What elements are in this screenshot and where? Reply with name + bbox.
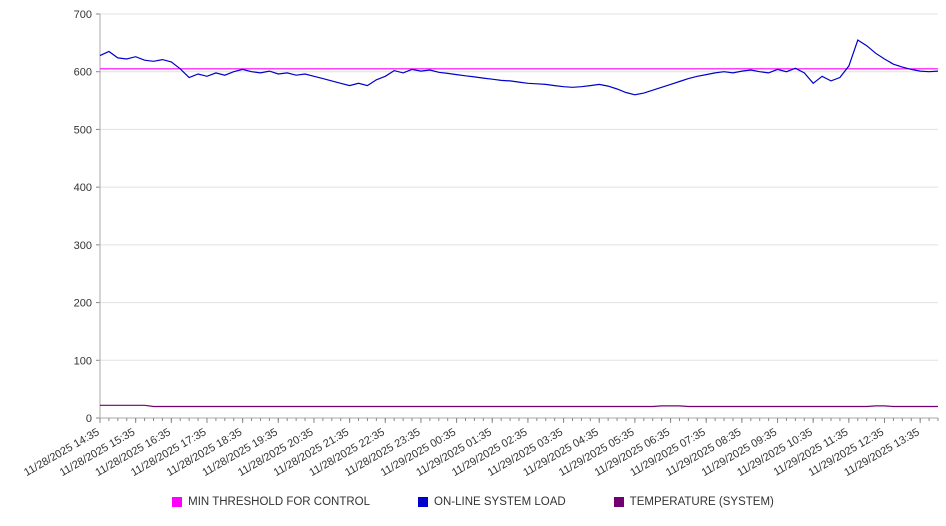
svg-text:600: 600	[74, 67, 92, 79]
svg-text:700: 700	[74, 9, 92, 21]
svg-text:500: 500	[74, 124, 92, 136]
legend-item-online-system-load[interactable]: ON-LINE SYSTEM LOAD	[418, 496, 566, 508]
legend-label-temperature: TEMPERATURE (SYSTEM)	[629, 496, 774, 508]
legend-label-min-threshold: MIN THRESHOLD FOR CONTROL	[188, 496, 371, 508]
online-system-load-swatch-icon	[418, 497, 429, 507]
svg-text:0: 0	[86, 413, 92, 425]
chart-legend: MIN THRESHOLD FOR CONTROL ON-LINE SYSTEM…	[0, 496, 946, 508]
svg-text:300: 300	[74, 240, 92, 252]
legend-item-min-threshold[interactable]: MIN THRESHOLD FOR CONTROL	[172, 496, 370, 508]
svg-text:100: 100	[74, 355, 92, 367]
legend-label-online-system-load: ON-LINE SYSTEM LOAD	[434, 496, 566, 508]
min-threshold-swatch-icon	[172, 497, 183, 507]
svg-text:200: 200	[74, 298, 92, 310]
svg-text:400: 400	[74, 182, 92, 194]
temperature-swatch-icon	[613, 497, 624, 507]
legend-item-temperature[interactable]: TEMPERATURE (SYSTEM)	[613, 496, 774, 508]
